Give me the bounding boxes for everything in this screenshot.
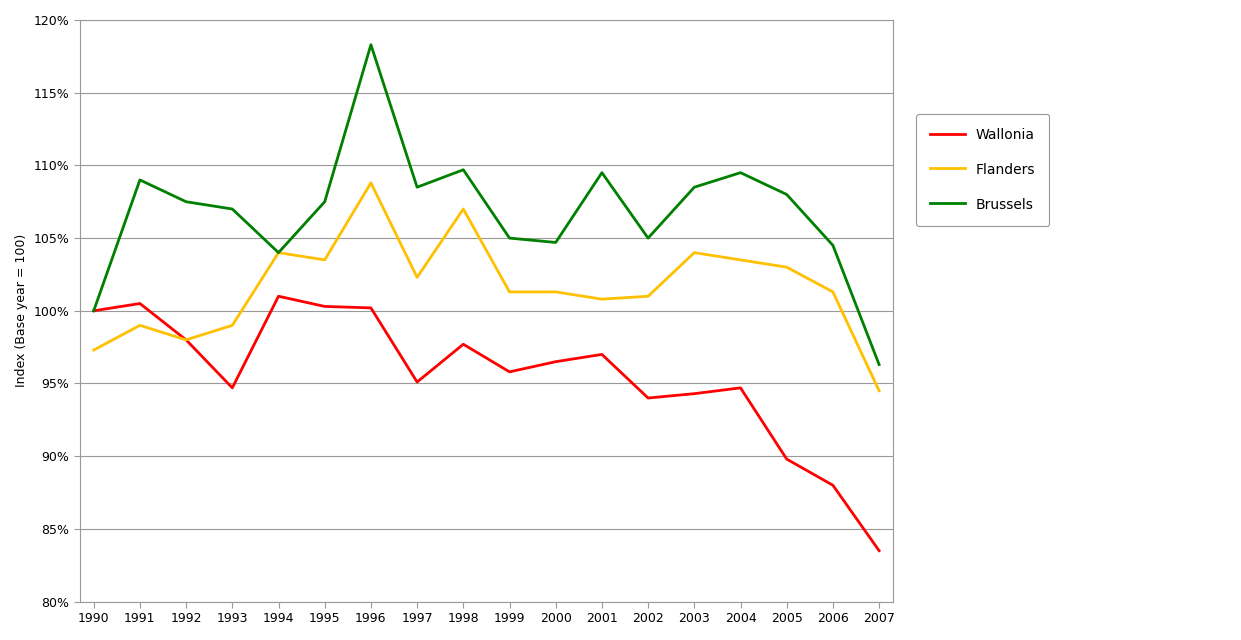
Flanders <box>503 288 517 296</box>
Brussels <box>364 41 379 49</box>
Flanders <box>271 249 285 257</box>
Line: Wallonia: Wallonia <box>94 296 879 550</box>
Flanders <box>686 249 701 257</box>
Flanders <box>318 256 333 264</box>
Wallonia <box>364 304 379 312</box>
Flanders <box>410 273 424 281</box>
Wallonia <box>640 394 655 402</box>
Brussels <box>455 166 470 173</box>
Flanders <box>825 288 840 296</box>
Flanders <box>455 205 470 213</box>
Wallonia <box>410 378 424 386</box>
Brussels <box>779 191 794 198</box>
Brussels <box>410 184 424 191</box>
Brussels <box>503 234 517 242</box>
Flanders <box>733 256 748 264</box>
Flanders <box>179 336 194 344</box>
Brussels <box>179 198 194 205</box>
Brussels <box>594 169 609 177</box>
Flanders <box>871 387 886 395</box>
Brussels <box>271 249 285 257</box>
Wallonia <box>503 368 517 376</box>
Legend: Wallonia, Flanders, Brussels: Wallonia, Flanders, Brussels <box>916 114 1050 226</box>
Brussels <box>733 169 748 177</box>
Y-axis label: Index (Base year = 100): Index (Base year = 100) <box>15 234 29 387</box>
Brussels <box>871 361 886 369</box>
Flanders <box>364 179 379 187</box>
Flanders <box>133 321 148 329</box>
Brussels <box>225 205 240 213</box>
Wallonia <box>318 303 333 310</box>
Wallonia <box>779 455 794 463</box>
Brussels <box>318 198 333 205</box>
Line: Flanders: Flanders <box>94 183 879 391</box>
Wallonia <box>549 358 563 365</box>
Wallonia <box>271 292 285 300</box>
Wallonia <box>825 481 840 489</box>
Wallonia <box>686 390 701 397</box>
Brussels <box>640 234 655 242</box>
Brussels <box>549 239 563 246</box>
Wallonia <box>133 300 148 307</box>
Wallonia <box>594 351 609 358</box>
Flanders <box>594 295 609 303</box>
Wallonia <box>871 547 886 554</box>
Line: Brussels: Brussels <box>94 45 879 365</box>
Brussels <box>686 184 701 191</box>
Flanders <box>225 321 240 329</box>
Flanders <box>640 292 655 300</box>
Wallonia <box>733 384 748 392</box>
Brussels <box>825 241 840 249</box>
Wallonia <box>225 384 240 392</box>
Wallonia <box>87 307 102 315</box>
Flanders <box>549 288 563 296</box>
Flanders <box>87 346 102 354</box>
Flanders <box>779 263 794 271</box>
Brussels <box>87 307 102 315</box>
Wallonia <box>179 336 194 344</box>
Brussels <box>133 176 148 184</box>
Wallonia <box>455 340 470 348</box>
